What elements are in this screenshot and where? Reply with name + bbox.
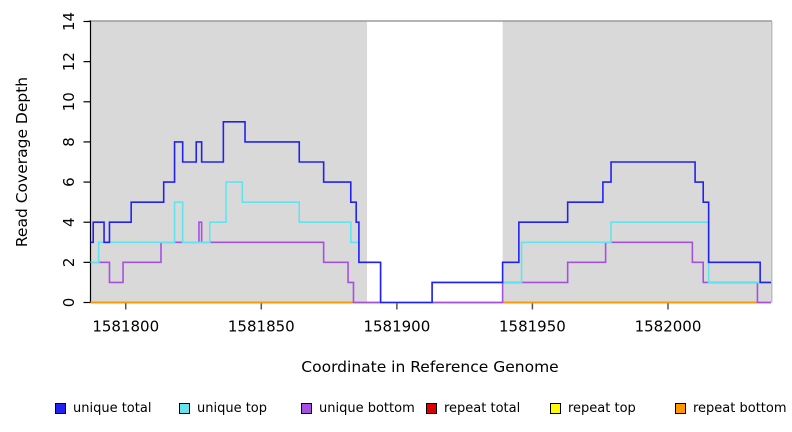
- legend-swatch-repeat-total: [426, 402, 437, 414]
- legend-label: repeat bottom: [693, 400, 787, 416]
- x-tick-label: 1581950: [499, 318, 566, 336]
- legend-swatch-unique-top: [179, 402, 190, 414]
- legend-swatch-unique-bottom: [301, 402, 312, 414]
- series-line-unique-bottom: [90, 221, 771, 304]
- y-axis-title: Read Coverage Depth: [13, 77, 31, 247]
- series-line-unique-total: [90, 121, 771, 304]
- series-line-unique-top: [90, 181, 771, 304]
- y-tick-label: 2: [60, 258, 78, 268]
- y-tick-label: 14: [60, 12, 78, 31]
- legend-label: repeat total: [444, 400, 521, 416]
- x-tick-label: 1581800: [92, 318, 159, 336]
- axes: 0 2 4 6 8 10 12 14 1581800 1581850 1581900 1581950 1…: [60, 12, 771, 336]
- y-tick-label: 6: [60, 177, 78, 187]
- x-tick-label: 1581850: [228, 318, 295, 336]
- y-tick-label: 4: [60, 217, 78, 227]
- legend-item-repeat-bottom: repeat bottom: [675, 400, 787, 416]
- coverage-step-lines: [90, 121, 771, 304]
- y-tick-label: 8: [60, 137, 78, 147]
- legend-label: unique total: [73, 400, 152, 416]
- legend-item-unique-bottom: unique bottom: [301, 400, 415, 416]
- legend-item-unique-total: unique total: [55, 400, 152, 416]
- legend-swatch-repeat-top: [550, 402, 561, 414]
- x-tick-label: 1582000: [635, 318, 702, 336]
- y-tick-label: 10: [60, 92, 78, 111]
- x-tick-label: 1581900: [363, 318, 430, 336]
- left-coverage-region: [90, 21, 368, 303]
- legend-label: unique top: [197, 400, 268, 416]
- y-tick-label: 12: [60, 52, 78, 71]
- y-tick-label: 0: [60, 298, 78, 308]
- x-axis-title: Coordinate in Reference Genome: [301, 358, 558, 376]
- legend-swatch-unique-total: [55, 402, 66, 414]
- legend-item-unique-top: unique top: [179, 400, 268, 416]
- legend-label: repeat top: [568, 400, 636, 416]
- legend-item-repeat-total: repeat total: [426, 400, 521, 416]
- legend-item-repeat-top: repeat top: [550, 400, 636, 416]
- legend-swatch-repeat-bottom: [675, 402, 686, 414]
- legend-label: unique bottom: [319, 400, 415, 416]
